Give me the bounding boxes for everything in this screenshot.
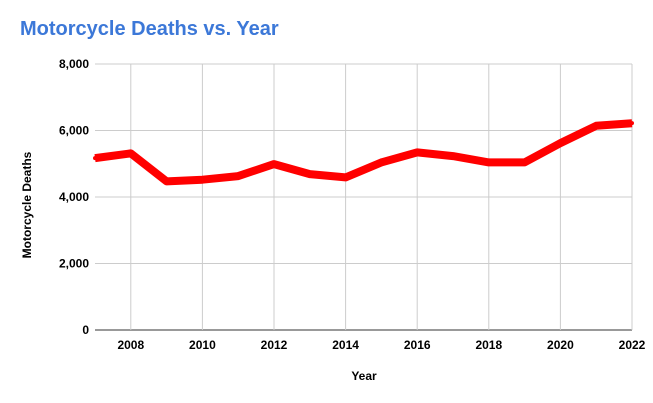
data-point [200, 177, 205, 182]
y-axis-title: Motorcycle Deaths [20, 151, 34, 258]
data-point [379, 160, 384, 165]
series-line [94, 119, 633, 186]
x-axis-title: Year [351, 369, 377, 383]
data-point [128, 151, 133, 156]
data-point [630, 121, 634, 126]
data-point [164, 179, 169, 184]
data-point [93, 156, 97, 161]
y-tick-label: 0 [82, 323, 89, 337]
x-tick-label: 2010 [189, 338, 216, 352]
chart-title: Motorcycle Deaths vs. Year [20, 18, 279, 40]
y-tick-label: 8,000 [59, 57, 89, 71]
x-tick-label: 2020 [547, 338, 574, 352]
x-tick-label: 2022 [619, 338, 646, 352]
data-point [343, 175, 348, 180]
x-tick-label: 2008 [117, 338, 144, 352]
y-tick-label: 4,000 [59, 190, 89, 204]
series-lines [93, 119, 634, 186]
data-point [236, 174, 241, 179]
x-tick-label: 2018 [475, 338, 502, 352]
data-point [451, 154, 455, 159]
gridlines [95, 63, 633, 331]
x-tick-label: 2014 [332, 338, 359, 352]
x-axis-ticks: 2008 2010 2012 2014 2016 2018 2020 2022 [117, 338, 645, 352]
y-tick-label: 6,000 [59, 124, 89, 138]
x-tick-label: 2012 [261, 338, 288, 352]
data-point [558, 141, 563, 146]
data-point [272, 162, 276, 167]
data-point [594, 123, 599, 128]
x-tick-label: 2016 [404, 338, 431, 352]
y-tick-label: 2,000 [59, 257, 89, 271]
data-point [307, 172, 312, 177]
y-axis-ticks: 0 2,000 4,000 6,000 8,000 [59, 57, 89, 337]
data-point [522, 160, 527, 165]
data-point [415, 150, 420, 155]
data-point [486, 160, 491, 165]
